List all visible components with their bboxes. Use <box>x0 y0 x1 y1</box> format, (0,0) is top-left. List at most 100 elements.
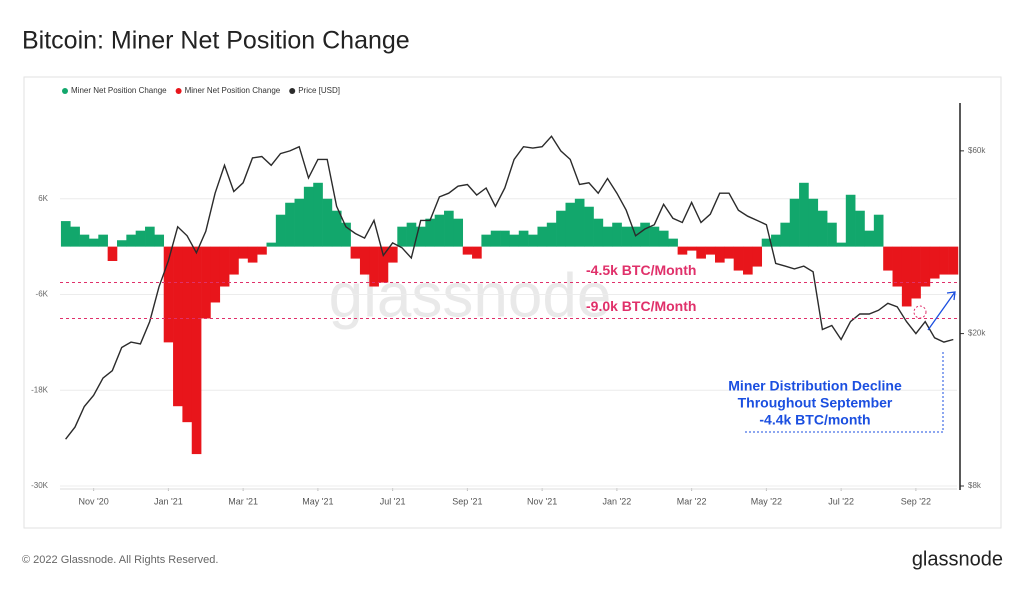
page-title: Bitcoin: Miner Net Position Change <box>22 27 410 55</box>
bar <box>378 246 389 283</box>
bar <box>303 186 314 247</box>
bar <box>799 182 809 247</box>
bar <box>668 238 678 247</box>
bar <box>855 210 865 247</box>
bar <box>126 234 136 247</box>
x-tick-label: May '22 <box>751 496 782 506</box>
bar <box>285 202 295 247</box>
bar <box>500 230 510 247</box>
bar <box>640 222 650 247</box>
bar <box>714 246 725 263</box>
bar <box>154 234 165 247</box>
legend-marker <box>62 88 68 94</box>
bar <box>612 222 622 247</box>
y-tick-label: 6K <box>38 194 48 203</box>
bar <box>752 246 763 267</box>
legend-label: Miner Net Position Change <box>71 86 167 95</box>
bar <box>107 246 118 261</box>
bar <box>827 222 837 247</box>
x-tick-label: Mar '22 <box>677 496 707 506</box>
bar <box>191 246 202 455</box>
x-tick-label: Sep '21 <box>452 496 482 506</box>
bar <box>845 194 856 247</box>
bar <box>238 246 249 259</box>
bar <box>444 210 454 247</box>
bar <box>275 214 286 247</box>
bar <box>686 246 697 251</box>
bar <box>229 246 239 275</box>
y2-tick-label: $20k <box>968 329 986 338</box>
bar <box>341 222 351 247</box>
bar <box>808 198 819 247</box>
bar <box>761 238 772 247</box>
bar <box>472 246 482 259</box>
bar <box>219 246 230 287</box>
price-line <box>65 135 954 440</box>
bar <box>528 234 538 247</box>
bar <box>537 226 548 247</box>
bar <box>939 246 949 275</box>
bar <box>70 226 80 247</box>
bar <box>509 234 520 247</box>
bar <box>649 226 660 247</box>
bar <box>574 198 585 247</box>
bar <box>369 246 379 287</box>
logo: glassnode <box>912 548 1003 570</box>
bar <box>705 246 716 255</box>
bar <box>406 222 417 247</box>
bar <box>257 246 267 255</box>
bar <box>266 242 277 247</box>
bar <box>98 234 108 247</box>
y2-tick-label: $8k <box>968 481 982 490</box>
bar <box>743 246 753 275</box>
bar <box>565 202 576 247</box>
bar <box>771 234 781 247</box>
bar <box>630 226 641 247</box>
bar <box>864 230 875 247</box>
bar <box>173 246 183 407</box>
bar <box>789 198 800 247</box>
x-tick-label: Jan '21 <box>154 496 183 506</box>
bar <box>387 246 398 263</box>
reference-label: -4.5k BTC/Month <box>586 262 696 278</box>
bar <box>658 230 669 247</box>
bar <box>247 246 258 263</box>
bar <box>182 246 193 423</box>
x-tick-label: Nov '20 <box>79 496 109 506</box>
bar <box>892 246 903 287</box>
bar <box>79 234 90 247</box>
bar <box>453 218 464 247</box>
bar <box>724 246 734 259</box>
bar <box>929 246 940 279</box>
bar <box>88 238 99 247</box>
bar <box>546 222 557 247</box>
bar <box>462 246 473 255</box>
x-tick-label: Jul '21 <box>380 496 406 506</box>
bar <box>556 210 566 247</box>
annotation-text: Throughout September <box>738 395 893 411</box>
plot: 6K -6K -18K -30K $60k $20k $8k Nov '20 Jan '21 Ma… <box>31 86 986 506</box>
bar <box>621 226 632 247</box>
bar <box>322 198 333 247</box>
bar <box>294 198 305 247</box>
legend-label: Miner Net Position Change <box>185 86 281 95</box>
bar <box>434 214 445 247</box>
bar <box>350 246 361 259</box>
x-tick-label: May '21 <box>302 496 333 506</box>
bar <box>210 246 221 303</box>
y-tick-label: -30K <box>31 481 49 490</box>
annotation-text: -4.4k BTC/month <box>759 412 870 428</box>
bar <box>733 246 744 271</box>
bar <box>593 218 604 247</box>
bar <box>425 218 435 247</box>
legend-marker <box>175 88 182 94</box>
y2-tick-label: $60k <box>968 146 986 155</box>
highlight-circle <box>913 305 927 319</box>
bar <box>331 210 342 247</box>
x-tick-label: Jul '22 <box>828 496 854 506</box>
bar <box>602 226 613 247</box>
bar <box>518 230 529 247</box>
bar <box>696 246 706 259</box>
